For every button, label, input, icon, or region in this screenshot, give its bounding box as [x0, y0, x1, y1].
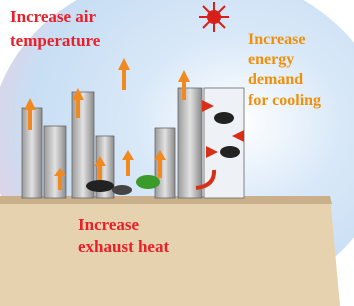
label-line: Increase	[248, 31, 305, 48]
label-line: exhaust heat	[78, 237, 169, 256]
label-line: for cooling	[248, 92, 321, 109]
sun	[199, 2, 229, 32]
label-line: temperature	[10, 31, 101, 50]
label-line: energy	[248, 51, 294, 68]
label-line: Increase	[78, 215, 140, 234]
illustration: Increase air temperature Increase energy…	[0, 0, 354, 306]
label-line: demand	[248, 71, 303, 88]
ground	[0, 196, 340, 306]
label-line: Increase air	[10, 7, 97, 26]
